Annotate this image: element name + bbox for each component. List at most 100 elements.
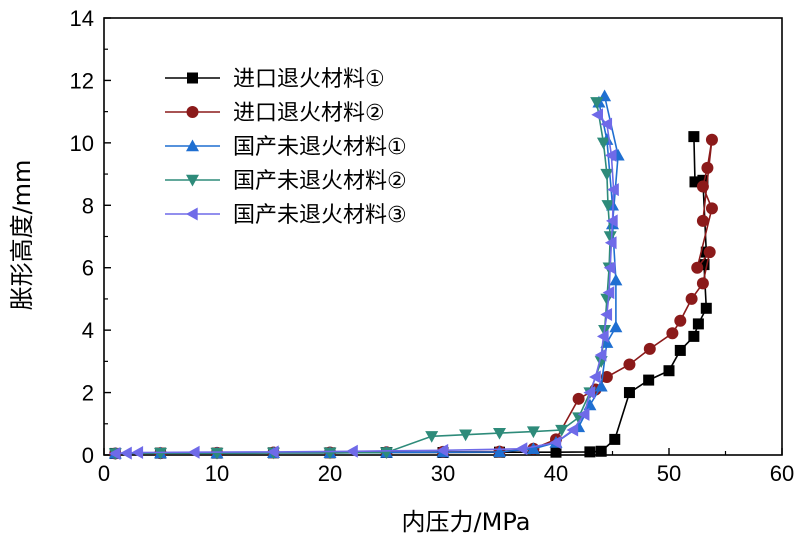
data-point xyxy=(577,407,590,421)
data-point xyxy=(601,200,615,212)
data-point xyxy=(606,214,618,228)
plot-frame xyxy=(103,17,783,456)
y-tick-label: 10 xyxy=(70,131,94,156)
legend-entry-1: 进口退火材料① xyxy=(165,67,385,92)
data-point xyxy=(131,446,144,460)
data-point xyxy=(703,246,716,259)
x-tick-label: 10 xyxy=(205,461,229,486)
x-tick-label: 50 xyxy=(657,461,681,486)
data-point xyxy=(698,259,710,271)
data-point xyxy=(594,348,607,362)
data-point xyxy=(600,308,613,322)
series-layer xyxy=(108,89,718,460)
y-tick-label: 12 xyxy=(70,68,94,93)
data-point xyxy=(590,97,604,109)
x-tick-label: 0 xyxy=(98,461,110,486)
data-point xyxy=(697,174,709,186)
data-point xyxy=(666,327,679,340)
y-axis-title: 胀形高度/mm xyxy=(8,160,36,311)
data-point xyxy=(425,431,439,443)
legend-marker xyxy=(187,72,198,84)
x-tick-label: 20 xyxy=(318,461,342,486)
legend-entry-5: 国产未退火材料③ xyxy=(165,203,407,228)
data-point xyxy=(604,148,617,162)
data-point xyxy=(572,392,585,405)
legend-label: 进口退火材料② xyxy=(233,101,385,126)
data-point xyxy=(267,445,279,459)
data-point xyxy=(323,447,337,460)
legend-entry-4: 国产未退火材料② xyxy=(165,169,407,194)
data-point xyxy=(691,261,704,274)
data-point xyxy=(609,433,621,445)
data-point xyxy=(604,236,617,250)
x-tick-label: 30 xyxy=(431,461,455,486)
data-point xyxy=(515,442,528,456)
legend: 进口退火材料① 进口退火材料② 国产未退火材料① 国产未退火材料② 国产未退火材料③ xyxy=(165,67,407,228)
legend-marker xyxy=(186,174,199,187)
data-point xyxy=(591,108,604,122)
y-tick-label: 2 xyxy=(82,381,94,406)
data-point xyxy=(600,370,613,383)
data-point xyxy=(600,117,613,131)
legend-marker xyxy=(186,207,198,221)
y-tick-label: 14 xyxy=(70,6,94,31)
data-point xyxy=(555,424,569,437)
legend-marker xyxy=(186,106,199,118)
data-point xyxy=(609,320,623,333)
data-point xyxy=(696,214,709,227)
data-point xyxy=(700,302,712,314)
data-point xyxy=(210,447,224,460)
data-point xyxy=(459,429,473,442)
data-point xyxy=(493,427,506,440)
data-point xyxy=(526,442,540,454)
data-point xyxy=(643,374,655,386)
data-point xyxy=(594,379,608,392)
x-tick-label: 60 xyxy=(770,461,794,486)
data-point xyxy=(609,273,623,286)
data-point xyxy=(692,318,704,330)
data-point xyxy=(566,423,579,437)
data-point xyxy=(623,387,635,399)
data-point xyxy=(549,436,562,450)
data-point xyxy=(346,444,358,458)
series-line xyxy=(115,114,615,455)
data-point xyxy=(701,161,714,174)
data-point xyxy=(603,261,616,275)
data-point xyxy=(705,202,718,215)
data-point xyxy=(705,133,718,146)
series-5 xyxy=(108,108,619,460)
legend-entry-3: 国产未退火材料① xyxy=(165,135,407,160)
data-point xyxy=(602,286,615,300)
data-point xyxy=(526,426,540,439)
data-point xyxy=(688,131,700,143)
data-point xyxy=(584,446,596,458)
legend-label: 国产未退火材料③ xyxy=(233,203,407,228)
data-point xyxy=(674,314,687,327)
data-point xyxy=(696,180,709,193)
data-point xyxy=(674,344,686,356)
data-point xyxy=(550,446,562,458)
legend-label: 进口退火材料① xyxy=(233,67,385,92)
data-point xyxy=(583,386,596,400)
legend-label: 国产未退火材料① xyxy=(233,135,407,160)
data-point xyxy=(600,168,614,181)
data-point xyxy=(154,447,167,460)
data-point xyxy=(596,329,609,343)
x-axis-title: 内压力/MPa xyxy=(402,508,531,536)
data-point xyxy=(108,446,121,460)
data-point xyxy=(436,443,449,457)
data-point xyxy=(187,445,200,459)
series-line xyxy=(115,139,713,455)
legend-marker xyxy=(186,139,199,152)
data-point xyxy=(589,370,601,384)
data-point xyxy=(120,446,132,460)
series-2 xyxy=(109,133,718,460)
y-tick-label: 6 xyxy=(82,256,94,281)
data-point xyxy=(688,330,700,342)
x-tick-label: 40 xyxy=(544,461,568,486)
y-tick-label: 4 xyxy=(82,318,94,343)
data-point xyxy=(623,358,636,371)
data-point xyxy=(493,445,506,458)
legend-entry-2: 进口退火材料② xyxy=(165,101,385,126)
